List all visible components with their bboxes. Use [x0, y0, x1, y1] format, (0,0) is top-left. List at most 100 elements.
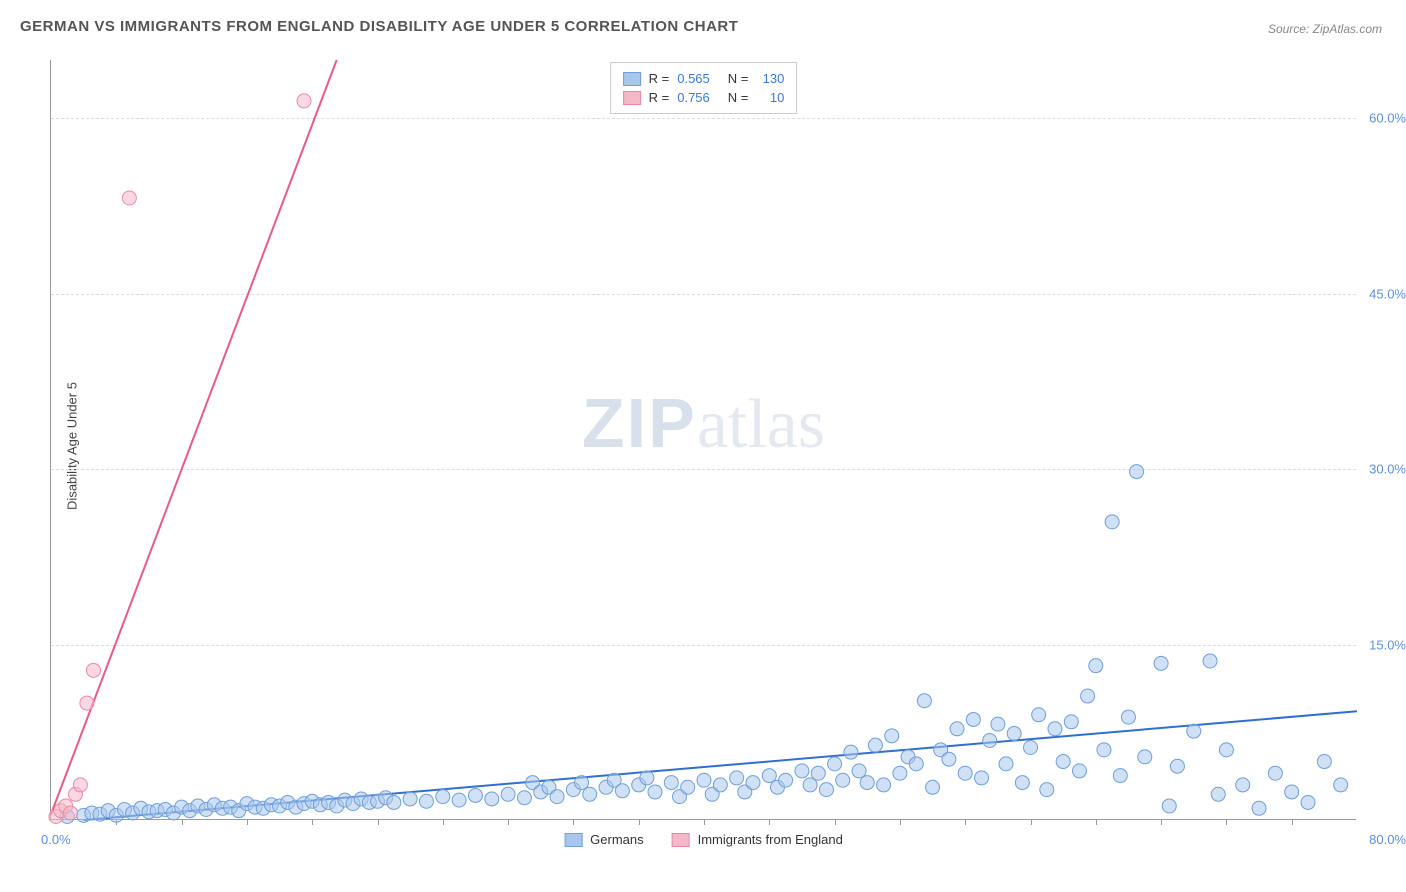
data-point — [468, 788, 482, 802]
data-point — [575, 776, 589, 790]
legend-series-item: Immigrants from England — [672, 832, 843, 847]
data-point — [1211, 787, 1225, 801]
data-point — [403, 792, 417, 806]
data-point — [583, 787, 597, 801]
data-point — [1285, 785, 1299, 799]
data-point — [664, 776, 678, 790]
legend-series-label: Immigrants from England — [698, 832, 843, 847]
data-point — [991, 717, 1005, 731]
data-point — [419, 794, 433, 808]
data-point — [1040, 783, 1054, 797]
data-point — [86, 663, 100, 677]
data-point — [1170, 759, 1184, 773]
legend-series-label: Germans — [590, 832, 643, 847]
legend-swatch — [564, 833, 582, 847]
data-point — [1032, 708, 1046, 722]
legend-r-value: 0.565 — [677, 71, 710, 86]
data-point — [893, 766, 907, 780]
legend-swatch — [623, 72, 641, 86]
data-point — [73, 778, 87, 792]
y-tick-label: 45.0% — [1361, 286, 1406, 301]
y-tick-label: 60.0% — [1361, 111, 1406, 126]
data-point — [1064, 715, 1078, 729]
x-tick — [965, 819, 966, 825]
data-point — [811, 766, 825, 780]
x-tick — [639, 819, 640, 825]
data-point — [1317, 755, 1331, 769]
data-point — [1187, 724, 1201, 738]
data-point — [1048, 722, 1062, 736]
data-point — [852, 764, 866, 778]
data-point — [1081, 689, 1095, 703]
data-point — [648, 785, 662, 799]
data-point — [909, 757, 923, 771]
data-point — [828, 757, 842, 771]
data-point — [795, 764, 809, 778]
legend-series: Germans Immigrants from England — [564, 832, 843, 847]
x-tick — [769, 819, 770, 825]
x-tick — [1292, 819, 1293, 825]
legend-stats-row: R =0.565N =130 — [623, 69, 785, 88]
x-tick — [704, 819, 705, 825]
legend-n-value: 10 — [756, 90, 784, 105]
x-tick — [182, 819, 183, 825]
data-point — [1113, 769, 1127, 783]
y-tick-label: 30.0% — [1361, 462, 1406, 477]
y-tick-label: 15.0% — [1361, 637, 1406, 652]
data-point — [1138, 750, 1152, 764]
data-point — [844, 745, 858, 759]
scatter-svg — [51, 60, 1356, 819]
data-point — [926, 780, 940, 794]
x-tick — [1161, 819, 1162, 825]
data-point — [1097, 743, 1111, 757]
data-point — [868, 738, 882, 752]
data-point — [975, 771, 989, 785]
x-tick — [835, 819, 836, 825]
data-point — [958, 766, 972, 780]
x-tick — [312, 819, 313, 825]
chart-title: GERMAN VS IMMIGRANTS FROM ENGLAND DISABI… — [20, 18, 738, 35]
data-point — [1121, 710, 1135, 724]
legend-stats: R =0.565N =130R =0.756N =10 — [610, 62, 798, 114]
data-point — [999, 757, 1013, 771]
data-point — [1236, 778, 1250, 792]
data-point — [64, 806, 78, 820]
data-point — [917, 694, 931, 708]
data-point — [746, 776, 760, 790]
data-point — [1301, 795, 1315, 809]
data-point — [819, 783, 833, 797]
legend-r-label: R = — [649, 90, 670, 105]
x-tick — [573, 819, 574, 825]
data-point — [550, 790, 564, 804]
legend-swatch — [623, 91, 641, 105]
data-point — [942, 752, 956, 766]
data-point — [1015, 776, 1029, 790]
data-point — [517, 791, 531, 805]
x-axis-min-label: 0.0% — [41, 832, 71, 847]
data-point — [836, 773, 850, 787]
data-point — [779, 773, 793, 787]
data-point — [1130, 465, 1144, 479]
legend-r-label: R = — [649, 71, 670, 86]
data-point — [877, 778, 891, 792]
legend-n-label: N = — [728, 71, 749, 86]
legend-series-item: Germans — [564, 832, 643, 847]
data-point — [640, 771, 654, 785]
x-tick — [378, 819, 379, 825]
data-point — [950, 722, 964, 736]
data-point — [762, 769, 776, 783]
x-tick — [443, 819, 444, 825]
legend-stats-row: R =0.756N =10 — [623, 88, 785, 107]
data-point — [713, 778, 727, 792]
data-point — [1105, 515, 1119, 529]
data-point — [387, 795, 401, 809]
data-point — [1203, 654, 1217, 668]
data-point — [1219, 743, 1233, 757]
legend-swatch — [672, 833, 690, 847]
x-tick — [1226, 819, 1227, 825]
data-point — [966, 712, 980, 726]
x-tick — [247, 819, 248, 825]
data-point — [1072, 764, 1086, 778]
data-point — [615, 784, 629, 798]
data-point — [122, 191, 136, 205]
